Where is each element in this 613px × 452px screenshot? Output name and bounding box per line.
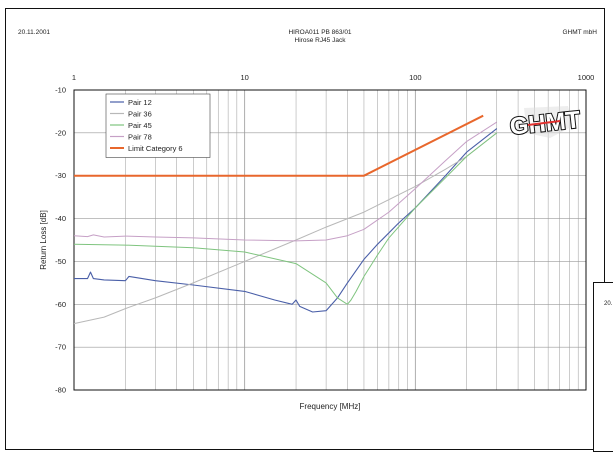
next-page-edge (593, 282, 613, 452)
product-name: Hirose RJ45 Jack (294, 37, 346, 44)
y-tick-label: -70 (55, 343, 66, 352)
y-tick-label: -50 (55, 257, 66, 266)
series-line-pair-45 (73, 132, 498, 305)
series-line-limit-category-6 (74, 114, 484, 177)
y-tick-label: -80 (55, 386, 66, 395)
legend-label: Pair 78 (128, 133, 152, 142)
chart-legend: Pair 12 Pair 36 Pair 45 Pair 78 Limit Catego… (105, 93, 211, 158)
y-tick-label: -20 (55, 128, 66, 137)
y-tick-label: -40 (55, 214, 66, 223)
report-id: HIROA011 PB 863/01 (288, 29, 352, 36)
plot-area (73, 89, 587, 391)
y-axis-title: Return Loss [dB] (39, 210, 48, 270)
chart-tick-labels: 1 10 100 1000 -10 -20 -30 -40 -50 -60 -70 -80 (55, 73, 594, 395)
x-axis-title: Frequency [MHz] (300, 402, 361, 411)
chart-grid (74, 90, 586, 390)
x-tick-label: 100 (409, 73, 422, 82)
legend-label: Limit Category 6 (128, 144, 183, 153)
y-tick-label: -10 (55, 86, 66, 95)
y-tick-label: -30 (55, 171, 66, 180)
x-tick-label: 10 (240, 73, 248, 82)
legend-label: Pair 12 (128, 98, 152, 107)
legend-label: Pair 36 (128, 110, 152, 119)
next-page-date: 20. (604, 301, 613, 307)
series-line-pair-36 (73, 132, 498, 325)
report-title: HIROA011 PB 863/01 Hirose RJ45 Jack (230, 29, 410, 45)
ghmt-logo: GHMT (508, 105, 583, 141)
legend-box (105, 93, 211, 158)
legend-label: Pair 45 (128, 121, 152, 130)
series-line-pair-12 (74, 128, 498, 313)
company-name: GHMT mbH (562, 29, 597, 36)
series-line-pair-78 (73, 121, 498, 242)
report-page (5, 8, 605, 450)
chart-series (73, 114, 498, 325)
report-date: 20.11.2001 (18, 29, 51, 36)
x-tick-label: 1 (72, 73, 76, 82)
x-tick-label: 1000 (578, 73, 595, 82)
y-tick-label: -60 (55, 300, 66, 309)
